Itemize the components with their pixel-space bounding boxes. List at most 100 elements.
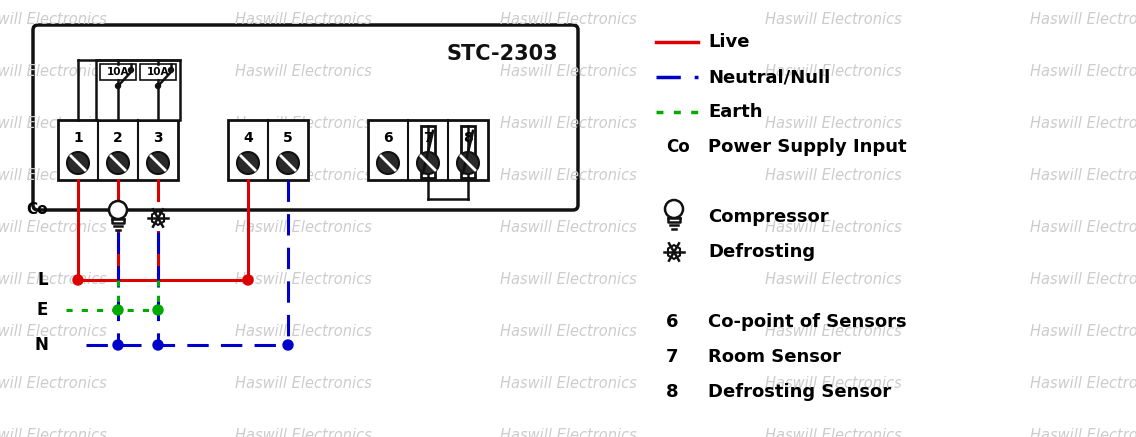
- Text: Co-point of Sensors: Co-point of Sensors: [708, 313, 907, 331]
- Circle shape: [128, 67, 134, 73]
- Text: Haswill Electronics: Haswill Electronics: [765, 272, 902, 287]
- Text: Co: Co: [26, 202, 48, 218]
- Text: Haswill Electronics: Haswill Electronics: [500, 116, 637, 131]
- Text: Haswill Electronics: Haswill Electronics: [765, 376, 902, 391]
- Text: Haswill Electronics: Haswill Electronics: [0, 116, 107, 131]
- Text: Power Supply Input: Power Supply Input: [708, 138, 907, 156]
- Text: Haswill Electronics: Haswill Electronics: [765, 168, 902, 183]
- Circle shape: [116, 83, 120, 89]
- Circle shape: [147, 152, 169, 174]
- Text: Haswill Electronics: Haswill Electronics: [765, 428, 902, 437]
- Text: L: L: [37, 271, 48, 289]
- Circle shape: [237, 152, 259, 174]
- Bar: [140, 64, 176, 80]
- Text: Haswill Electronics: Haswill Electronics: [765, 324, 902, 339]
- Bar: [228, 120, 308, 180]
- Text: Haswill Electronics: Haswill Electronics: [500, 12, 637, 27]
- Text: Co: Co: [666, 138, 690, 156]
- Circle shape: [243, 275, 253, 285]
- Text: 8: 8: [463, 131, 473, 145]
- Text: Haswill Electronics: Haswill Electronics: [0, 272, 107, 287]
- Text: Haswill Electronics: Haswill Electronics: [500, 428, 637, 437]
- Text: 7: 7: [424, 131, 433, 145]
- Text: Haswill Electronics: Haswill Electronics: [500, 324, 637, 339]
- Text: 10A: 10A: [147, 67, 169, 77]
- Text: 4: 4: [243, 131, 253, 145]
- Circle shape: [665, 200, 683, 218]
- Circle shape: [112, 340, 123, 350]
- Bar: [58, 120, 178, 180]
- Text: Haswill Electronics: Haswill Electronics: [1030, 220, 1136, 235]
- Text: Haswill Electronics: Haswill Electronics: [0, 324, 107, 339]
- Text: Haswill Electronics: Haswill Electronics: [235, 428, 371, 437]
- Text: 2: 2: [114, 131, 123, 145]
- Text: Haswill Electronics: Haswill Electronics: [500, 272, 637, 287]
- Text: Live: Live: [708, 33, 750, 51]
- Circle shape: [73, 275, 83, 285]
- Text: 5: 5: [283, 131, 293, 145]
- Text: Haswill Electronics: Haswill Electronics: [0, 12, 107, 27]
- Circle shape: [277, 152, 299, 174]
- Bar: [97, 60, 179, 120]
- Text: Haswill Electronics: Haswill Electronics: [235, 12, 371, 27]
- Text: Haswill Electronics: Haswill Electronics: [0, 428, 107, 437]
- Text: Haswill Electronics: Haswill Electronics: [1030, 376, 1136, 391]
- Text: Compressor: Compressor: [708, 208, 828, 226]
- Text: Haswill Electronics: Haswill Electronics: [500, 168, 637, 183]
- Text: Earth: Earth: [708, 103, 762, 121]
- Text: Haswill Electronics: Haswill Electronics: [0, 64, 107, 79]
- Bar: [368, 120, 488, 180]
- Circle shape: [168, 67, 174, 73]
- Circle shape: [457, 152, 479, 174]
- Text: Haswill Electronics: Haswill Electronics: [235, 376, 371, 391]
- Circle shape: [67, 152, 89, 174]
- Text: Defrosting Sensor: Defrosting Sensor: [708, 383, 891, 401]
- Text: Haswill Electronics: Haswill Electronics: [1030, 64, 1136, 79]
- Text: Haswill Electronics: Haswill Electronics: [0, 220, 107, 235]
- Text: Haswill Electronics: Haswill Electronics: [1030, 116, 1136, 131]
- Text: Haswill Electronics: Haswill Electronics: [765, 12, 902, 27]
- Text: Neutral/Null: Neutral/Null: [708, 68, 830, 86]
- Text: Haswill Electronics: Haswill Electronics: [500, 64, 637, 79]
- Text: N: N: [34, 336, 48, 354]
- Text: Haswill Electronics: Haswill Electronics: [0, 168, 107, 183]
- Text: Haswill Electronics: Haswill Electronics: [1030, 168, 1136, 183]
- Text: Haswill Electronics: Haswill Electronics: [765, 220, 902, 235]
- Text: Haswill Electronics: Haswill Electronics: [0, 376, 107, 391]
- Text: Haswill Electronics: Haswill Electronics: [500, 220, 637, 235]
- Text: Haswill Electronics: Haswill Electronics: [235, 220, 371, 235]
- Text: Haswill Electronics: Haswill Electronics: [235, 272, 371, 287]
- Text: 8: 8: [666, 383, 678, 401]
- Text: 3: 3: [153, 131, 162, 145]
- Text: Haswill Electronics: Haswill Electronics: [235, 116, 371, 131]
- Text: 6: 6: [383, 131, 393, 145]
- Text: Haswill Electronics: Haswill Electronics: [765, 116, 902, 131]
- FancyBboxPatch shape: [33, 25, 578, 210]
- Text: Haswill Electronics: Haswill Electronics: [1030, 12, 1136, 27]
- Circle shape: [107, 152, 130, 174]
- Text: 6: 6: [666, 313, 678, 331]
- Circle shape: [377, 152, 399, 174]
- Text: Haswill Electronics: Haswill Electronics: [1030, 428, 1136, 437]
- Text: Room Sensor: Room Sensor: [708, 348, 841, 366]
- Circle shape: [109, 201, 127, 219]
- Circle shape: [153, 340, 162, 350]
- Text: Haswill Electronics: Haswill Electronics: [235, 168, 371, 183]
- Text: STC-2303: STC-2303: [446, 44, 558, 64]
- Bar: [421, 126, 435, 178]
- Text: Haswill Electronics: Haswill Electronics: [235, 64, 371, 79]
- Circle shape: [417, 152, 438, 174]
- Text: Haswill Electronics: Haswill Electronics: [765, 64, 902, 79]
- Text: Haswill Electronics: Haswill Electronics: [235, 324, 371, 339]
- Circle shape: [112, 305, 123, 315]
- Text: 10A: 10A: [107, 67, 130, 77]
- Circle shape: [153, 305, 162, 315]
- Circle shape: [283, 340, 293, 350]
- Text: Defrosting: Defrosting: [708, 243, 816, 261]
- Text: 1: 1: [73, 131, 83, 145]
- Text: E: E: [36, 301, 48, 319]
- Text: Haswill Electronics: Haswill Electronics: [1030, 324, 1136, 339]
- Circle shape: [156, 83, 160, 89]
- Bar: [100, 64, 136, 80]
- Text: 7: 7: [666, 348, 678, 366]
